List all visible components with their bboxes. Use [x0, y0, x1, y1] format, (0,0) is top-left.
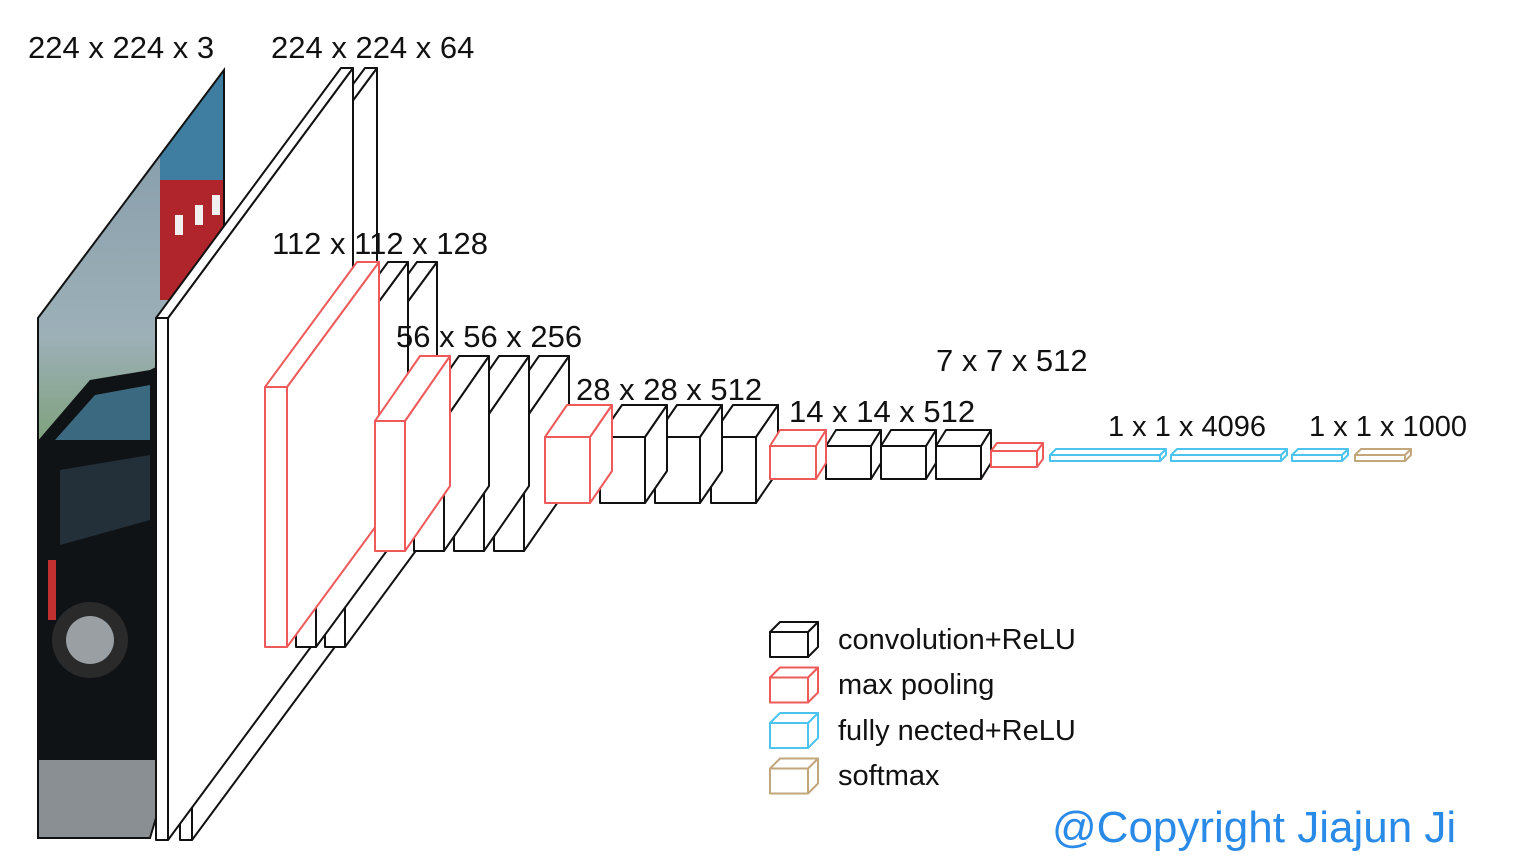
- pool5-top: [990, 442, 1044, 452]
- legend-icon-pool-top: [769, 666, 819, 679]
- pool1: [264, 261, 380, 648]
- label-input-size: 224 x 224 x 3: [28, 30, 215, 65]
- pool2: [374, 355, 451, 552]
- legend-icon-pool: [769, 666, 819, 704]
- pool5-front: [990, 450, 1038, 468]
- label-fc-size: 1 x 1 x 4096: [1108, 411, 1266, 443]
- conv1-1-front: [155, 317, 169, 841]
- label-conv4-size: 28 x 28 x 512: [576, 372, 763, 407]
- legend-label-pool: max pooling: [838, 669, 995, 701]
- legend-icon-fc: [769, 712, 819, 749]
- pool4-front: [769, 445, 817, 480]
- legend-label-conv: convolution+ReLU: [838, 624, 1076, 656]
- legend-icon-conv-front: [769, 631, 809, 658]
- fc6: [1049, 448, 1167, 462]
- legend-icons: [769, 621, 819, 795]
- softmax-output: [1354, 448, 1412, 462]
- legend-label-softmax: softmax: [838, 760, 940, 792]
- pool4-top: [769, 429, 827, 447]
- label-conv2-size: 112 x 112 x 128: [272, 226, 489, 261]
- pool1-front: [264, 386, 288, 648]
- legend-icon-fc-top: [769, 712, 819, 724]
- conv5-2: [880, 429, 937, 480]
- conv5-3-top: [935, 429, 992, 447]
- label-conv5-size: 14 x 14 x 512: [789, 394, 976, 429]
- pool3: [544, 404, 613, 504]
- legend-icon-conv-top: [769, 621, 819, 633]
- legend-icon-softmax: [769, 757, 819, 795]
- label-pool5-size: 7 x 7 x 512: [936, 343, 1088, 378]
- softmax-output-front: [1354, 454, 1406, 462]
- conv5-3-front: [935, 445, 982, 480]
- copyright-text: @Copyright Jiajun Ji: [1052, 803, 1457, 852]
- legend-icon-fc-front: [769, 722, 809, 749]
- fc8-front: [1291, 454, 1343, 462]
- pool5: [990, 442, 1044, 468]
- conv5-1: [825, 429, 882, 480]
- pool3-front: [544, 436, 591, 504]
- conv5-2-top: [880, 429, 937, 447]
- conv5-1-top: [825, 429, 882, 447]
- legend-label-fc: fully nected+ReLU: [838, 715, 1076, 747]
- fc7-front: [1170, 454, 1282, 462]
- legend-icon-conv: [769, 621, 819, 658]
- layer-blocks: [155, 67, 1412, 841]
- label-conv1-size: 224 x 224 x 64: [271, 30, 475, 65]
- fc8: [1291, 448, 1349, 462]
- conv5-1-front: [825, 445, 872, 480]
- label-output-size: 1 x 1 x 1000: [1309, 411, 1467, 443]
- legend-icon-softmax-front: [769, 767, 809, 795]
- conv5-2-front: [880, 445, 927, 480]
- label-conv3-size: 56 x 56 x 256: [396, 319, 583, 354]
- fc7: [1170, 448, 1288, 462]
- pool4: [769, 429, 827, 480]
- legend-icon-pool-front: [769, 676, 809, 704]
- pool2-front: [374, 420, 406, 552]
- fc6-front: [1049, 454, 1161, 462]
- legend-icon-softmax-top: [769, 757, 819, 770]
- conv5-3: [935, 429, 992, 480]
